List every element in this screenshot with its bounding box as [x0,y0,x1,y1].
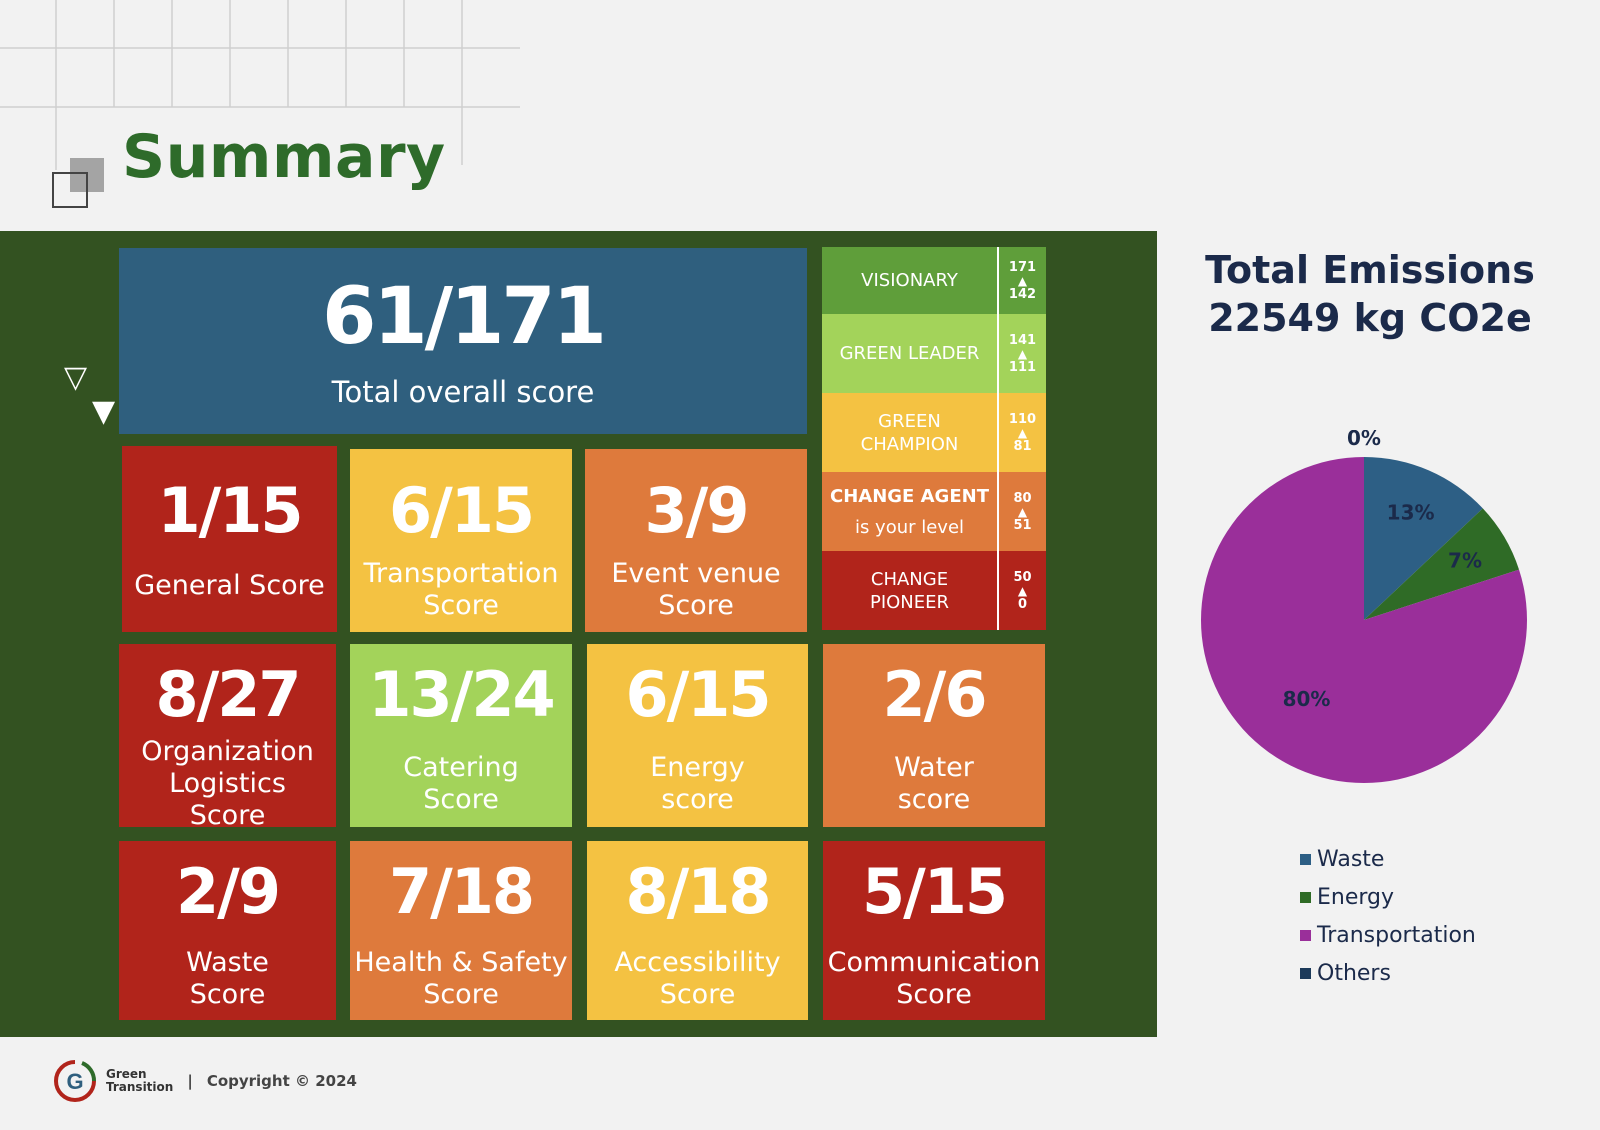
level-name: GREEN LEADER [839,343,980,364]
score-tile-catering: 13/24 Catering Score [350,644,572,827]
score-value: 2/9 [176,855,281,928]
footer: G Green Transition | Copyright © 2024 [52,1060,357,1102]
up-arrow-icon: ▲ [1017,425,1028,440]
score-label: Transportation Score [363,558,559,621]
score-label: Event venue Score [611,558,781,621]
score-value: 6/15 [388,474,535,547]
level-max: 110 [1008,411,1037,427]
level-scale: VISIONARY 171 ▲ 142 GREEN LEADER 141 ▲ 1… [822,247,1046,630]
current-level-note: is your level [854,516,965,538]
triangle-filled-icon: ▼ [92,394,116,429]
score-tile-event-venue: 3/9 Event venue Score [585,449,807,632]
up-arrow-icon: ▲ [1017,273,1028,288]
score-value: 7/18 [388,855,535,928]
emissions-pie-chart: 13% 7% 80% 0% [1180,426,1560,810]
score-label: Health & Safety Score [354,947,568,1010]
level-min: 111 [1008,359,1037,375]
score-label: Organization Logistics Score [141,736,314,831]
score-label: Accessibility Score [614,947,781,1010]
score-label: General Score [134,570,325,601]
total-score-label: Total overall score [331,375,595,409]
level-min: 0 [1017,596,1028,612]
score-tile-water: 2/6 Water score [823,644,1045,827]
level-min: 51 [1013,517,1032,533]
up-arrow-icon: ▲ [1017,346,1028,361]
score-label: Catering Score [403,752,519,815]
up-arrow-icon: ▲ [1017,583,1028,598]
pie-data-label: 0% [1347,430,1381,450]
level-max: 50 [1013,569,1032,585]
level-name: GREEN CHAMPION [860,410,959,455]
score-value: 5/15 [861,855,1008,928]
footer-separator: | [187,1072,193,1090]
level-range: 50 ▲ 0 [999,551,1046,630]
score-value: 8/18 [625,855,771,928]
level-min: 142 [1008,286,1037,302]
pie-slice-waste [1364,457,1483,620]
level-max: 171 [1008,259,1037,275]
legend-item: Energy [1300,878,1476,916]
level-min: 81 [1013,438,1032,454]
score-value: 6/15 [625,658,771,731]
chart-legend: Waste Energy Transportation Others [1300,840,1476,992]
pie-data-label: 13% [1387,500,1435,524]
score-value: 1/15 [157,474,303,547]
level-row-change-agent: CHANGE AGENT is your level 80 ▲ 51 [822,472,1046,551]
score-tile-accessibility: 8/18 Accessibility Score [587,841,808,1020]
score-value: 8/27 [155,658,301,731]
pie-slice-transportation [1201,457,1527,783]
up-arrow-icon: ▲ [1017,504,1028,519]
level-range: 80 ▲ 51 [999,472,1046,551]
pie-data-label: 80% [1283,687,1331,711]
level-name: VISIONARY [861,270,958,291]
score-tile-waste: 2/9 Waste Score [119,841,336,1020]
legend-swatch [1300,929,1311,941]
legend-swatch [1300,967,1311,979]
legend-item: Waste [1300,840,1476,878]
level-name: CHANGE PIONEER [869,568,950,613]
chart-title: Total Emissions 22549 kg CO2e [1205,248,1535,340]
score-label: Waste Score [186,947,269,1010]
score-tile-general: 1/15 General Score [122,446,337,632]
page-title: Summary [122,122,446,192]
score-value: 2/6 [882,658,988,731]
score-label: Communication Score [827,947,1041,1010]
legend-item: Transportation [1300,916,1476,954]
background-grid [0,0,520,170]
score-tile-transportation: 6/15 Transportation Score [350,449,572,632]
score-label: Energy score [650,752,745,815]
pie-slice-energy [1364,508,1520,620]
brand-name: Green Transition [106,1067,174,1094]
level-range: 171 ▲ 142 [999,247,1046,314]
score-label: Water score [894,752,974,815]
legend-swatch [1300,853,1311,865]
level-range: 110 ▲ 81 [999,393,1046,472]
legend-item: Others [1300,954,1476,992]
level-row-green-leader: GREEN LEADER 141 ▲ 111 [822,314,1046,393]
level-row-change-pioneer: CHANGE PIONEER 50 ▲ 0 [822,551,1046,630]
level-name: CHANGE AGENT [830,485,989,507]
level-row-green-champion: GREEN CHAMPION 110 ▲ 81 [822,393,1046,472]
score-value: 3/9 [644,474,750,547]
level-range: 141 ▲ 111 [999,314,1046,393]
pie-data-label: 7% [1448,548,1482,572]
copyright-text: Copyright © 2024 [206,1072,357,1090]
title-decoration [52,158,104,208]
green-transition-logo-icon: G [54,1060,97,1102]
level-max: 141 [1008,332,1037,348]
total-score-tile: 61/171 Total overall score [119,248,807,434]
score-tile-energy: 6/15 Energy score [587,644,808,827]
triangle-outline-icon: ▽ [64,360,88,395]
score-tile-health-safety: 7/18 Health & Safety Score [350,841,572,1020]
score-value: 13/24 [368,658,555,731]
total-score-value: 61/171 [322,272,607,362]
level-row-visionary: VISIONARY 171 ▲ 142 [822,247,1046,314]
score-tile-organization-logistics: 8/27 Organization Logistics Score [119,644,336,831]
level-max: 80 [1013,490,1032,506]
legend-swatch [1300,891,1311,903]
score-tile-communication: 5/15 Communication Score [823,841,1045,1020]
svg-text:G: G [66,1069,83,1094]
